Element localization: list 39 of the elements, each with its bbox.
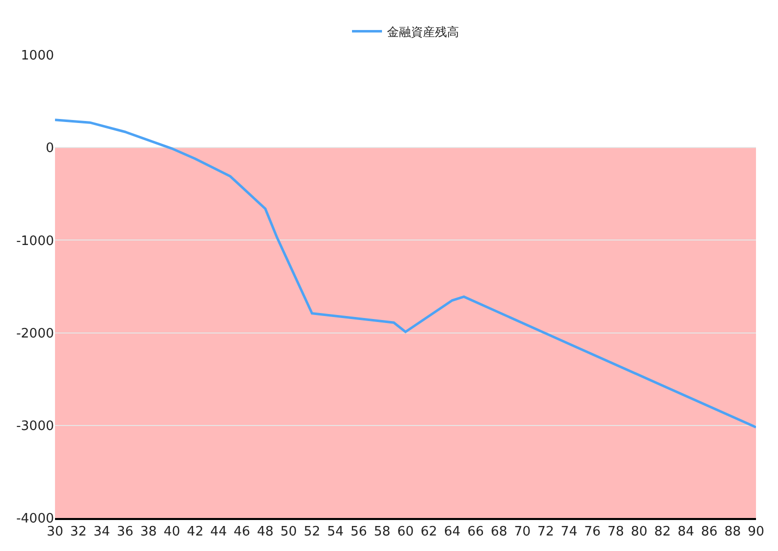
x-tick-label: 38 [140, 524, 157, 540]
x-tick-label: 34 [93, 524, 110, 540]
x-tick-label: 36 [116, 524, 134, 540]
y-tick-label: -3000 [16, 418, 54, 434]
x-tick-label: 70 [514, 524, 531, 540]
x-tick-label: 74 [560, 524, 578, 540]
x-tick-label: 46 [234, 524, 250, 540]
x-tick-label: 72 [537, 524, 554, 540]
x-tick-label: 90 [748, 524, 764, 540]
y-tick-label: -2000 [16, 326, 54, 342]
x-tick-label: 54 [327, 524, 344, 540]
x-tick-label: 32 [70, 524, 87, 540]
x-tick-label: 88 [724, 524, 741, 540]
line-series [55, 118, 756, 428]
x-tick-label: 64 [444, 524, 461, 540]
y-tick-label: -4000 [16, 512, 54, 527]
x-tick-label: 60 [397, 524, 414, 540]
x-tick-label: 58 [374, 524, 390, 540]
x-tick-label: 50 [280, 524, 297, 540]
x-tick-label: 52 [304, 524, 320, 540]
y-tick-label: -1000 [16, 234, 54, 249]
legend-label: 金融資産残高 [387, 24, 459, 39]
x-tick-label: 76 [584, 524, 601, 540]
x-tick-label: 80 [630, 524, 648, 540]
x-tick-label: 68 [490, 524, 508, 540]
x-tick-label: 62 [420, 524, 438, 540]
x-tick-label: 78 [608, 524, 624, 540]
x-tick-label: 40 [164, 524, 180, 540]
x-tick-label: 86 [700, 524, 718, 540]
x-tick-label: 42 [186, 524, 204, 540]
x-tick-label: 66 [467, 524, 484, 540]
x-tick-label: 82 [654, 524, 671, 540]
x-tick-label: 56 [350, 524, 368, 540]
x-tick-label: 48 [257, 524, 274, 540]
y-tick-label: 1000 [20, 48, 54, 64]
x-tick-label: 30 [46, 524, 64, 540]
x-tick-label: 84 [678, 524, 694, 540]
y-tick-label: 0 [46, 141, 54, 156]
x-tick-label: 44 [210, 524, 227, 540]
